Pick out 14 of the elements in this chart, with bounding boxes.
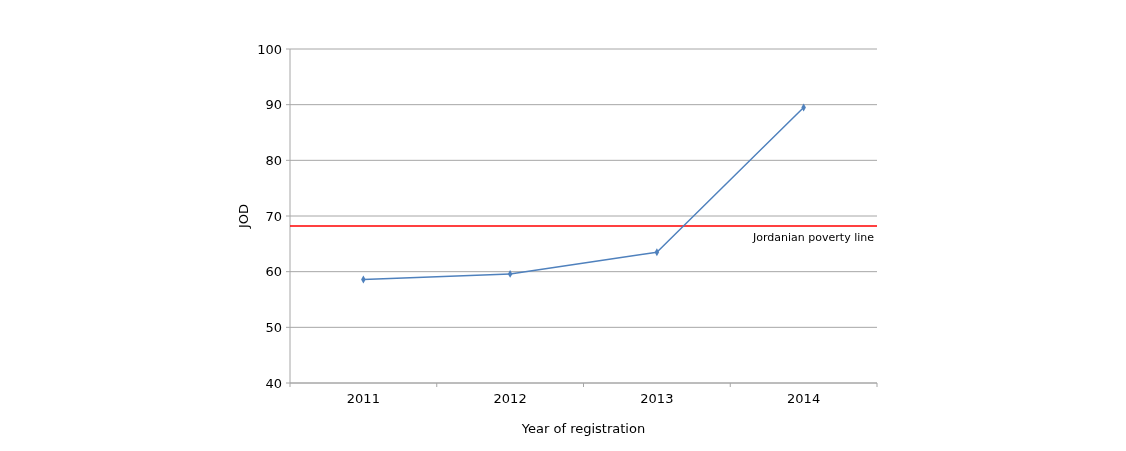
y-tick-label: 80: [265, 152, 282, 168]
y-tick-label: 100: [257, 41, 282, 57]
x-tick-label: 2013: [640, 391, 674, 406]
x-axis-title: Year of registration: [520, 421, 646, 436]
y-tick-label: 60: [265, 264, 282, 280]
x-tick-label: 2014: [787, 391, 821, 406]
y-tick-label: 90: [265, 97, 282, 113]
y-tick-label: 70: [265, 208, 282, 224]
x-tick-label: 2011: [346, 391, 380, 406]
y-axis-title: JOD: [236, 203, 251, 230]
y-tick-label: 40: [265, 375, 282, 391]
ref-line-label: Jordanian poverty line: [752, 231, 875, 245]
x-tick-label: 2012: [493, 391, 527, 406]
y-tick-label: 50: [265, 319, 282, 335]
